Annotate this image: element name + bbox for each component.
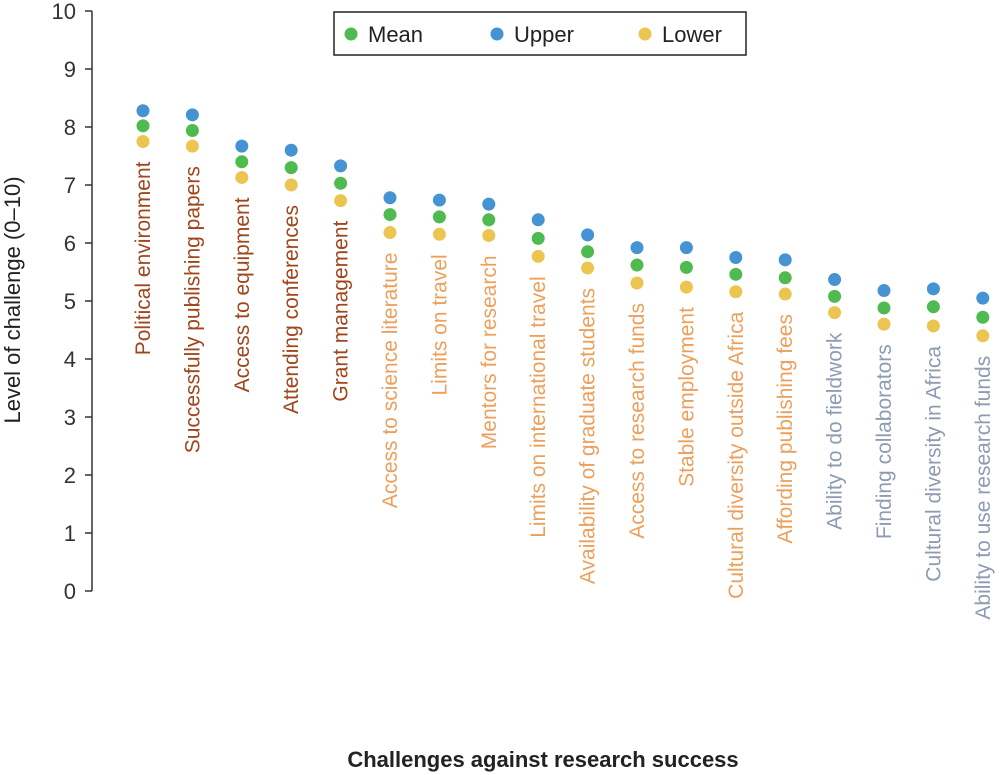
legend-label-mean: Mean (368, 22, 423, 47)
point-upper (877, 284, 891, 298)
point-upper (926, 282, 940, 296)
point-lower (926, 319, 940, 333)
point-lower (877, 317, 891, 331)
point-lower (432, 227, 446, 241)
point-upper (284, 143, 298, 157)
point-upper (185, 108, 199, 122)
point-upper (482, 197, 496, 211)
category-labels: Political environment Successfully publis… (132, 161, 995, 619)
point-lower (136, 135, 150, 148)
category-label: Cultural diversity in Africa (922, 346, 945, 582)
point-lower (976, 329, 990, 343)
category-label: Limits on international travel (527, 276, 550, 537)
category-label: Limits on travel (428, 254, 451, 395)
point-mean (976, 310, 990, 324)
y-tick-label: 2 (64, 463, 76, 488)
point-upper (432, 193, 446, 207)
point-upper (630, 241, 644, 255)
y-tick-label: 10 (52, 0, 76, 24)
point-upper (679, 241, 693, 255)
point-upper (136, 104, 150, 118)
y-tick-label: 6 (64, 231, 76, 256)
point-upper (976, 291, 990, 305)
y-axis: 0 1 2 3 4 5 6 7 8 9 10 (52, 0, 93, 604)
category-label: Successfully publishing papers (181, 166, 204, 453)
point-upper (334, 159, 348, 173)
point-upper (729, 251, 743, 264)
category-label: Mentors for research (478, 255, 501, 449)
y-tick-label: 1 (64, 521, 76, 546)
legend: Mean Upper Lower (333, 11, 747, 56)
point-mean (729, 267, 743, 281)
y-tick-label: 7 (64, 173, 76, 198)
point-upper (383, 191, 397, 205)
point-mean (284, 161, 298, 175)
category-label: Affording publishing fees (774, 314, 797, 544)
point-lower (729, 285, 743, 299)
point-upper (778, 253, 792, 267)
data-points (136, 104, 990, 343)
category-label: Availability of graduate students (577, 288, 600, 584)
point-lower (185, 139, 199, 153)
point-lower (581, 261, 595, 275)
point-mean (531, 231, 545, 245)
legend-marker-upper (490, 27, 504, 41)
point-lower (679, 280, 693, 294)
y-tick-label: 3 (64, 405, 76, 430)
point-lower (630, 276, 644, 290)
point-upper (531, 213, 545, 227)
point-lower (482, 228, 496, 242)
point-lower (828, 306, 842, 320)
point-mean (679, 260, 693, 274)
category-label: Cultural diversity outside Africa (725, 311, 748, 598)
category-label: Ability to use research funds (972, 356, 995, 620)
point-upper (828, 273, 842, 287)
legend-marker-mean (344, 27, 358, 41)
legend-label-upper: Upper (514, 22, 574, 47)
point-lower (383, 226, 397, 240)
category-label: Access to equipment (231, 197, 254, 392)
x-axis-title: Challenges against research success (347, 747, 738, 772)
point-mean (581, 245, 595, 259)
point-lower (531, 249, 545, 263)
point-mean (235, 155, 249, 169)
point-mean (482, 213, 496, 227)
y-tick-label: 0 (64, 579, 76, 604)
point-mean (877, 301, 891, 315)
point-mean (185, 123, 199, 137)
point-mean (828, 289, 842, 303)
y-tick-label: 5 (64, 289, 76, 314)
y-tick-label: 4 (64, 347, 76, 372)
category-label: Stable employment (675, 307, 698, 487)
category-label: Political environment (132, 161, 155, 355)
point-lower (778, 287, 792, 301)
point-upper (235, 139, 249, 153)
y-tick-label: 8 (64, 115, 76, 140)
point-lower (235, 170, 249, 184)
y-axis-title: Level of challenge (0–10) (0, 176, 25, 423)
category-label: Finding collaborators (873, 344, 896, 539)
y-tick-label: 9 (64, 57, 76, 82)
legend-marker-lower (638, 27, 652, 41)
point-mean (432, 210, 446, 224)
point-mean (630, 258, 644, 272)
point-mean (383, 208, 397, 222)
point-upper (581, 228, 595, 242)
point-lower (284, 178, 298, 192)
legend-box (333, 11, 747, 56)
point-mean (334, 176, 348, 190)
legend-label-lower: Lower (662, 22, 722, 47)
point-lower (334, 194, 348, 208)
category-label: Grant management (330, 221, 353, 402)
category-label: Ability to do fieldwork (824, 332, 847, 530)
category-label: Access to research funds (626, 303, 649, 539)
point-mean (778, 271, 792, 285)
category-label: Attending conferences (280, 205, 303, 414)
point-mean (136, 119, 150, 133)
category-label: Access to science literature (379, 253, 402, 509)
point-mean (926, 300, 940, 314)
